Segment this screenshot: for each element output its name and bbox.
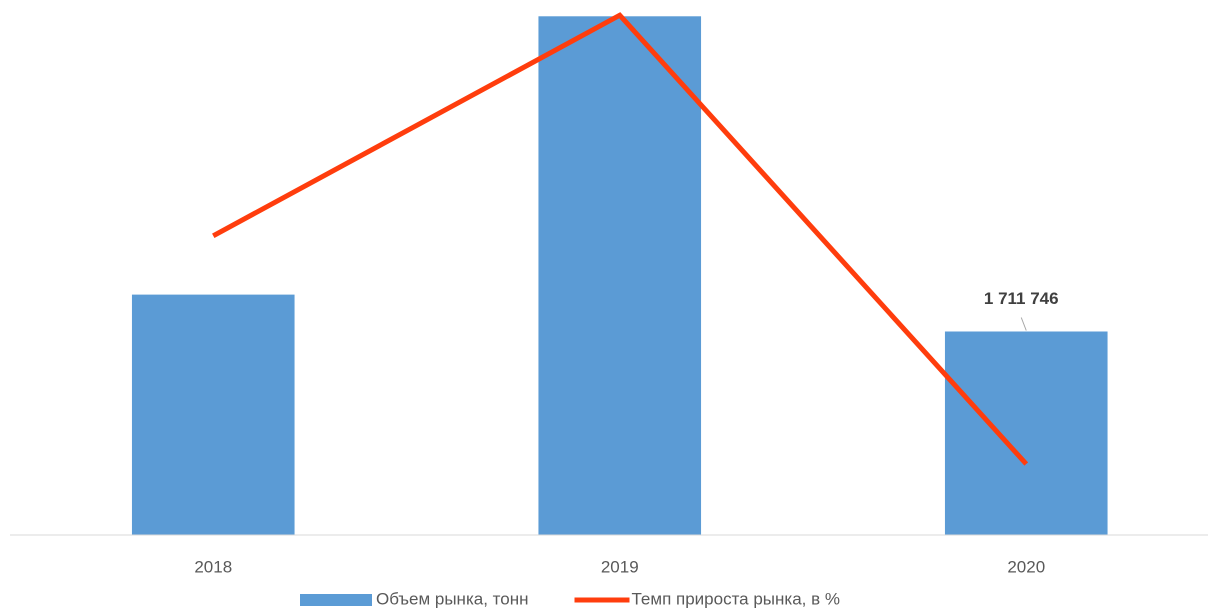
x-tick-label: 2020 xyxy=(1007,557,1045,576)
x-tick-label: 2019 xyxy=(601,557,639,576)
line xyxy=(212,12,1029,466)
bar xyxy=(538,16,702,535)
data-label: 1 711 746 xyxy=(984,289,1059,308)
leader-line xyxy=(1020,317,1027,331)
legend-swatch xyxy=(300,594,372,606)
legend-label: Темп прироста рынка, в % xyxy=(632,589,840,608)
legend-label: Объем рынка, тонн xyxy=(376,589,529,608)
bar xyxy=(131,294,295,535)
bar xyxy=(944,331,1108,535)
x-tick-label: 2018 xyxy=(194,557,232,576)
